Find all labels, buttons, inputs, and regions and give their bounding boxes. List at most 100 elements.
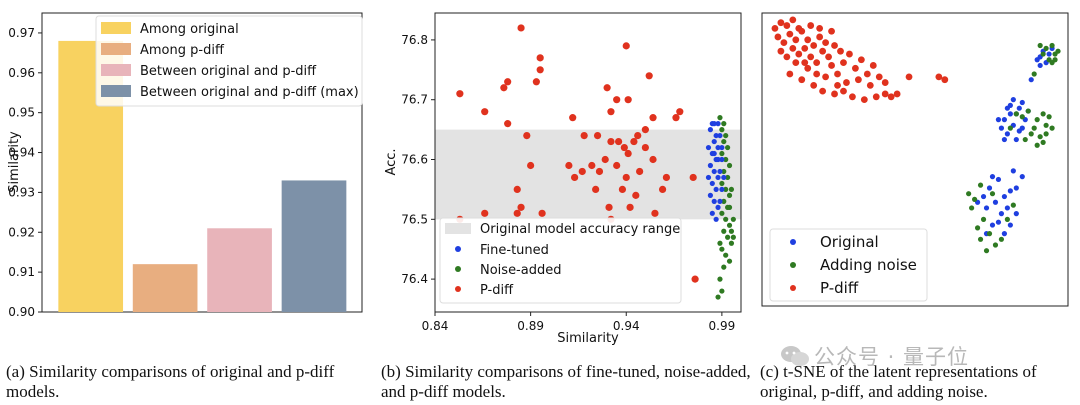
point-adding-noise [992,242,999,248]
point-noise-added [725,144,731,151]
point-p-diff [641,143,649,152]
point-p-diff [840,87,847,95]
point-p-diff [807,53,815,61]
point-p-diff [831,42,838,49]
point-noise-added [717,240,723,246]
point-fine-tuned [705,174,712,181]
legend-label: Noise-added [480,263,561,278]
point-p-diff [941,76,949,84]
point-original [1013,211,1019,217]
panel-a-bar-chart: 0.90 0.91 0.92 0.93 0.94 0.95 0.96 0.97 Similar… [7,12,363,319]
point-p-diff [822,73,829,81]
point-original [1004,205,1010,211]
point-p-diff [649,114,657,122]
legend-label: Original [820,233,879,251]
point-adding-noise [986,231,993,237]
point-p-diff [607,108,615,116]
point-adding-noise [1040,139,1046,145]
point-original [995,219,1002,225]
point-p-diff [630,137,638,146]
panel-c-legend: Original Adding noise P-diff [769,228,928,302]
caption-b: (b) Similarity comparisons of fine-tuned… [381,362,751,401]
point-p-diff [615,137,623,146]
legend-swatch [101,85,131,97]
point-original [1004,105,1010,111]
point-p-diff [634,131,642,140]
point-p-diff [789,16,797,24]
legend-label: Among original [140,22,239,37]
point-fine-tuned [715,121,721,127]
point-p-diff [622,173,630,182]
point-original [1010,168,1016,174]
point-p-diff [777,19,785,27]
point-noise-added [723,216,729,222]
point-fine-tuned [711,198,717,204]
point-p-diff [857,56,865,64]
point-adding-noise [966,191,972,197]
point-p-diff [662,173,671,182]
bar-3 [281,180,347,312]
point-p-diff [592,185,600,194]
y-tick-label: 0.96 [8,66,35,80]
point-fine-tuned [709,180,715,187]
point-p-diff [517,203,525,211]
legend-label: Original model accuracy range [480,222,680,237]
panel-b-x-axis-label: Similarity [557,331,619,346]
point-adding-noise [1043,122,1049,128]
point-p-diff [513,209,521,217]
point-adding-noise [983,248,990,254]
panel-b-scatter-chart: 0.84 0.89 0.94 0.99 76.4 76.5 76.6 76.7 76.8 Si… [384,12,742,346]
point-p-diff [783,53,791,61]
point-fine-tuned [713,216,719,222]
point-p-diff [481,108,489,116]
point-adding-noise [1028,131,1034,137]
point-p-diff [504,78,512,86]
point-adding-noise [1040,111,1046,117]
point-original [983,205,990,211]
point-adding-noise [989,191,996,197]
point-noise-added [726,204,733,210]
point-fine-tuned [711,121,717,127]
point-fine-tuned [715,204,721,210]
point-p-diff [593,131,602,140]
point-noise-added [723,186,729,193]
point-original [995,176,1002,183]
point-p-diff [860,96,868,104]
point-p-diff [810,42,818,49]
point-p-diff [500,84,508,92]
point-adding-noise [1031,71,1037,77]
point-fine-tuned [715,174,721,181]
point-p-diff [649,155,657,164]
point-p-diff [795,25,803,32]
point-adding-noise [1049,125,1055,131]
point-noise-added [726,192,733,198]
point-original [1007,222,1013,228]
point-original [998,125,1005,131]
point-original [992,199,999,205]
point-noise-added [719,246,725,252]
point-original [989,222,996,228]
point-p-diff [869,62,877,69]
point-p-diff [831,90,838,98]
legend-box [769,228,928,302]
panel-a-y-axis-label: Similarity [7,131,22,193]
point-p-diff [893,90,901,98]
panel-c-tsne-chart: Original Adding noise P-diff [761,12,1069,307]
point-noise-added [719,180,725,187]
point-p-diff [532,78,540,86]
point-p-diff [620,143,628,152]
point-p-diff [672,114,680,122]
point-noise-added [726,222,733,228]
point-p-diff [605,203,613,211]
point-noise-added [717,115,723,121]
point-original [989,174,996,180]
point-fine-tuned [717,132,723,139]
point-fine-tuned [711,168,717,175]
point-original [1001,231,1008,237]
point-p-diff [624,149,632,158]
point-p-diff [816,33,824,41]
point-original [1001,136,1008,143]
point-p-diff [651,209,659,217]
legend-label: Among p-diff [140,43,225,58]
point-p-diff [632,191,640,199]
